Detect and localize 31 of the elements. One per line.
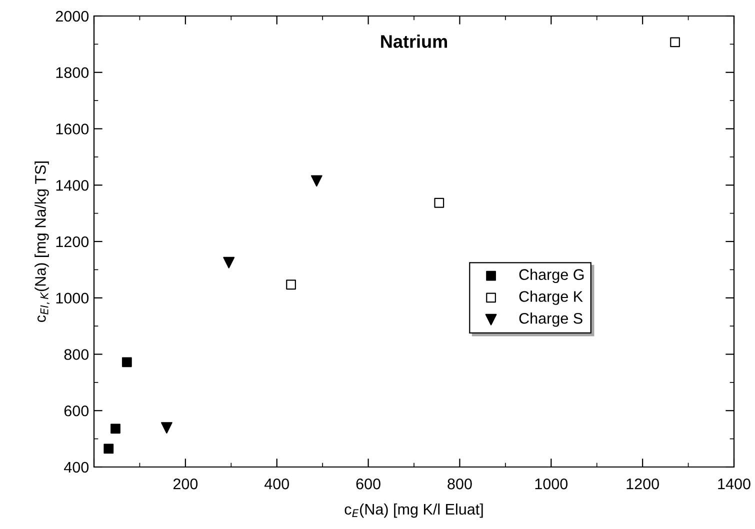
y-tick-label: 800 [64, 349, 89, 360]
point [310, 175, 322, 187]
y-tick-label: 400 [64, 462, 89, 473]
point [286, 280, 296, 290]
legend-label: Charge S [519, 312, 582, 327]
point [670, 37, 680, 48]
x-tick-label: 200 [173, 478, 198, 490]
y-tick-label: 1000 [56, 292, 89, 304]
x-tick-label: 600 [356, 478, 380, 490]
x-tick-label: 800 [448, 478, 472, 490]
point [434, 198, 444, 208]
point [122, 357, 132, 368]
x-tick-label: 1200 [626, 478, 659, 490]
point [160, 422, 172, 434]
y-tick-label: 1800 [56, 67, 89, 78]
x-axis-title: c$_{E}$(Na) [mg K/l Eluat] [344, 503, 483, 518]
text: Natrium [381, 34, 447, 48]
y-tick-label: 1400 [56, 180, 89, 191]
legend-label: Charge G [519, 268, 584, 284]
point [223, 256, 235, 268]
y-tick-label: 1200 [56, 236, 89, 248]
x-tick-label: 1000 [535, 478, 568, 490]
point [104, 444, 114, 454]
legend-label: Charge K [519, 290, 583, 305]
point [110, 424, 120, 434]
y-tick-label: 2000 [56, 10, 89, 22]
y-tick-label: 600 [64, 405, 89, 416]
x-tick-label: 400 [264, 478, 290, 490]
y-axis-title: c$_{EI,K}$(Na) [mg Na/kg TS] [34, 162, 50, 322]
y-tick-label: 1600 [56, 124, 89, 134]
x-tick-label: 1400 [718, 478, 750, 490]
